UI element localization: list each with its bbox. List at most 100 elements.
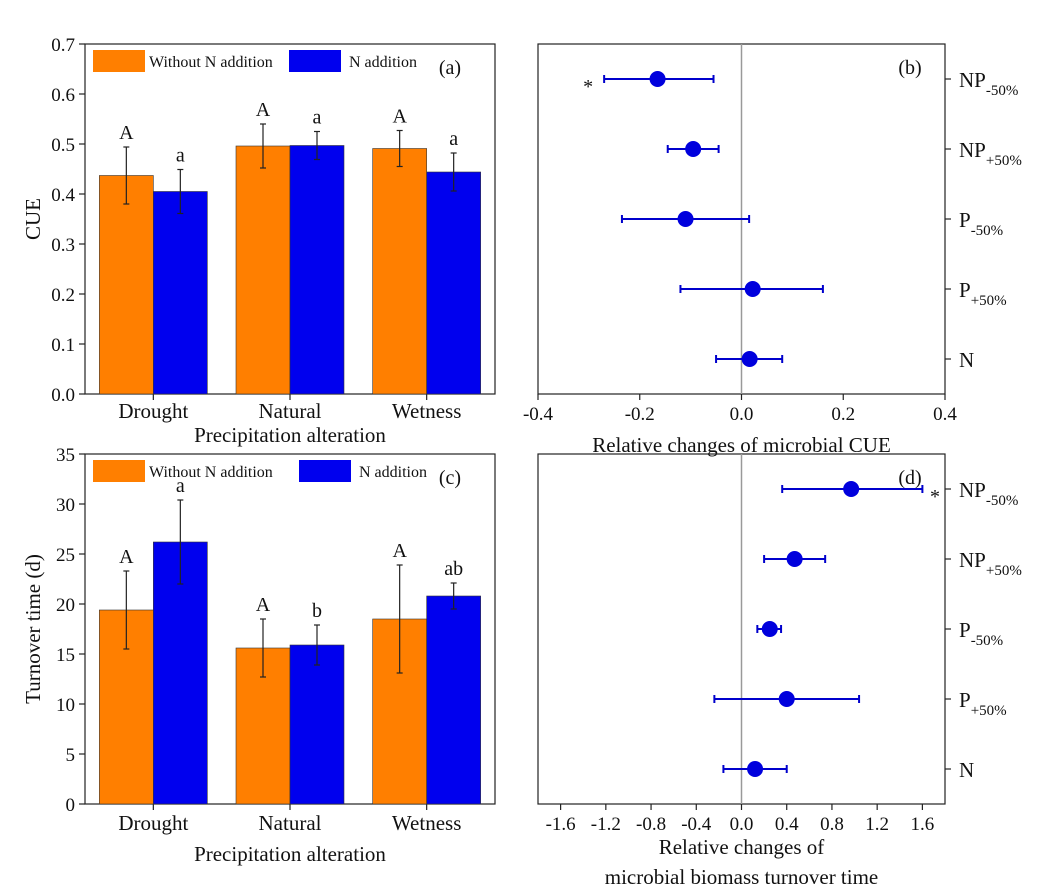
- panel-c: 0 5 10 15 20 25 30 35 Drought Aa Natural A b Wetness A…: [21, 445, 496, 866]
- effect-point: [677, 211, 694, 227]
- category-subscript: +50%: [986, 153, 1022, 169]
- x-tick-label: 0.2: [831, 404, 855, 425]
- x-tick-label: 1.2: [865, 814, 889, 835]
- significance-letter: a: [176, 145, 185, 167]
- legend: Without N addition N addition: [93, 50, 417, 72]
- legend-label-with-n: N addition: [359, 464, 427, 481]
- effect-point: [685, 141, 702, 157]
- y-tick-label: 0.1: [51, 335, 75, 356]
- x-tick-label: -0.4: [681, 814, 712, 835]
- category-label: NP+50%: [959, 548, 1022, 579]
- category-main: NP: [959, 138, 986, 162]
- bar-with-n: [289, 145, 345, 395]
- x-category-label: Drought: [118, 811, 188, 835]
- panel-tag: (c): [439, 467, 461, 489]
- bar-without-n: [99, 175, 154, 395]
- category-main: P: [959, 278, 971, 302]
- legend-swatch-with-n: [299, 460, 351, 482]
- legend: Without N addition N addition: [93, 460, 427, 482]
- panel-tag: (a): [439, 57, 461, 79]
- x-tick-label: 0.0: [730, 404, 754, 425]
- significance-letter: b: [312, 600, 322, 622]
- bar-without-n: [372, 148, 427, 395]
- legend-label-without-n: Without N addition: [149, 54, 273, 71]
- category-subscript: -50%: [986, 83, 1019, 99]
- y-tick-label: 30: [56, 495, 75, 516]
- significance-star: *: [930, 486, 940, 508]
- category-main: P: [959, 688, 971, 712]
- significance-letter: a: [313, 107, 322, 129]
- bar-with-n: [426, 171, 481, 395]
- effect-point: [786, 551, 803, 567]
- x-tick-label: 0.4: [775, 814, 799, 835]
- x-tick-label: -1.6: [546, 814, 576, 835]
- significance-letter: ab: [444, 558, 463, 580]
- category-subscript: -50%: [986, 493, 1019, 509]
- y-tick-label: 0.2: [51, 285, 75, 306]
- category-main: NP: [959, 548, 986, 572]
- category-subscript: -50%: [971, 223, 1004, 239]
- effect-point: [649, 71, 666, 87]
- significance-letter: A: [256, 99, 271, 121]
- y-tick-label: 10: [56, 695, 75, 716]
- legend-swatch-without-n: [93, 460, 145, 482]
- bar-with-n: [289, 644, 345, 805]
- y-tick-label: 0.4: [51, 185, 75, 206]
- category-subscript: +50%: [971, 703, 1007, 719]
- category-label: P-50%: [959, 618, 1003, 649]
- x-tick-label: -0.8: [636, 814, 666, 835]
- effect-point: [761, 621, 778, 637]
- x-axis-label: Precipitation alteration: [194, 842, 386, 866]
- significance-letter: A: [392, 540, 407, 562]
- y-tick-label: 5: [66, 745, 76, 766]
- y-tick-label: 15: [56, 645, 75, 666]
- x-category-label: Wetness: [392, 811, 461, 835]
- x-tick-label: -1.2: [591, 814, 621, 835]
- x-tick-label: 0.0: [730, 814, 754, 835]
- x-tick-label: -0.2: [625, 404, 655, 425]
- effect-point: [744, 281, 761, 297]
- y-axis-label: Turnover time (d): [21, 554, 45, 704]
- x-category-label: Drought: [118, 399, 188, 423]
- category-label: P+50%: [959, 688, 1007, 719]
- legend-swatch-with-n: [289, 50, 341, 72]
- panel-a: 0.0 0.1 0.2 0.3 0.4 0.5 0.6 0.7 Drought Aa Natural…: [21, 35, 496, 447]
- x-axis-label: Precipitation alteration: [194, 423, 386, 447]
- legend-label-with-n: N addition: [349, 54, 417, 71]
- category-main: P: [959, 208, 971, 232]
- category-main: P: [959, 618, 971, 642]
- panel-tag: (d): [898, 467, 921, 489]
- x-tick-label: 0.4: [933, 404, 957, 425]
- x-axis-label: Relative changes of: [659, 835, 825, 859]
- significance-letter: a: [176, 475, 185, 497]
- y-tick-label: 35: [56, 445, 75, 466]
- significance-letter: A: [119, 122, 134, 144]
- legend-swatch-without-n: [93, 50, 145, 72]
- effect-point: [778, 691, 795, 707]
- bar-without-n: [235, 145, 291, 395]
- y-tick-label: 0.0: [51, 385, 75, 406]
- significance-letter: A: [256, 594, 271, 616]
- x-tick-label: -0.4: [523, 404, 554, 425]
- x-category-label: Natural: [259, 399, 322, 423]
- category-label: N: [959, 758, 974, 782]
- x-category-label: Wetness: [392, 399, 461, 423]
- category-subscript: -50%: [971, 633, 1004, 649]
- category-main: N: [959, 758, 974, 782]
- panel-tag: (b): [898, 57, 921, 79]
- category-label: NP-50%: [959, 68, 1018, 99]
- bar-with-n: [153, 191, 208, 395]
- effect-point: [747, 761, 764, 777]
- category-main: N: [959, 348, 974, 372]
- significance-letter: A: [392, 106, 407, 128]
- category-main: NP: [959, 68, 986, 92]
- y-tick-label: 0: [66, 795, 76, 816]
- y-tick-label: 25: [56, 545, 75, 566]
- category-label: P-50%: [959, 208, 1003, 239]
- category-main: NP: [959, 478, 986, 502]
- category-label: P+50%: [959, 278, 1007, 309]
- x-tick-label: 1.6: [911, 814, 935, 835]
- y-tick-label: 0.3: [51, 235, 75, 256]
- significance-letter: A: [119, 546, 134, 568]
